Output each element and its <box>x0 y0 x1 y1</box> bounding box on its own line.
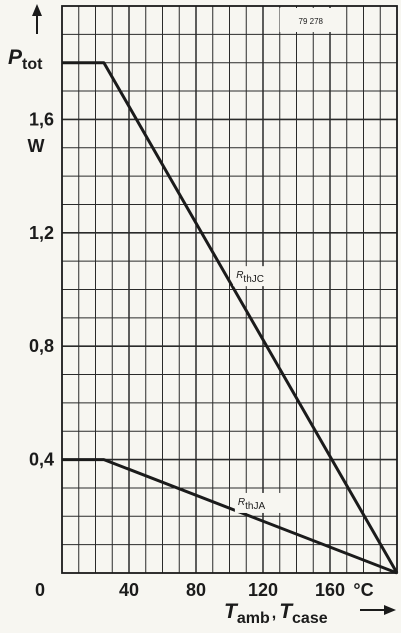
series-label-main: R <box>238 497 245 508</box>
x-tick-label: 160 <box>315 580 345 600</box>
y-tick-label: 1,2 <box>29 223 54 243</box>
series-label-bg <box>233 266 280 287</box>
x-axis-unit: °C <box>353 580 373 600</box>
x-axis-label-sub: amb <box>237 610 270 627</box>
x-axis-arrow-head <box>384 605 396 615</box>
x-tick-label: 120 <box>248 580 278 600</box>
tick-labels: 0,4 0,8 1,2 1,6 0 40 80 120 160 <box>29 109 345 600</box>
y-axis-label-sub: tot <box>22 56 43 73</box>
x-tick-label: 80 <box>186 580 206 600</box>
y-axis-unit: W <box>28 136 45 156</box>
plot-frame: 79 278 <box>61 5 398 574</box>
plot-border <box>61 5 398 574</box>
series-label-RthJA: RthJA <box>238 497 266 512</box>
x-axis-label-separator: , <box>272 605 276 622</box>
x-tick-label: 0 <box>35 580 45 600</box>
series-label-main: R <box>236 270 243 281</box>
series-line-RthJC <box>62 61 399 574</box>
series-label-sub: thJA <box>245 501 265 512</box>
y-axis-label: Ptot <box>8 46 43 73</box>
series-label-sub: thJC <box>243 274 264 285</box>
series-label-bg <box>234 492 281 513</box>
y-tick-label: 1,6 <box>29 109 54 129</box>
y-tick-label: 0,8 <box>29 336 54 356</box>
x-axis-label-main: T <box>279 600 294 623</box>
y-axis-arrow-head <box>32 4 42 16</box>
grid <box>62 6 397 573</box>
series-label-RthJC: RthJC <box>236 270 264 285</box>
series-line-RthJA <box>62 458 398 575</box>
reference-code-box <box>279 8 342 32</box>
x-axis-label-main: T <box>224 600 239 623</box>
y-tick-label: 0,4 <box>29 450 54 470</box>
x-axis-label-sub: case <box>292 610 328 627</box>
x-axis-label: Tamb, Tcase <box>224 600 328 627</box>
y-axis-label-main: P <box>8 46 23 69</box>
x-tick-label: 40 <box>119 580 139 600</box>
reference-code: 79 278 <box>299 17 324 26</box>
